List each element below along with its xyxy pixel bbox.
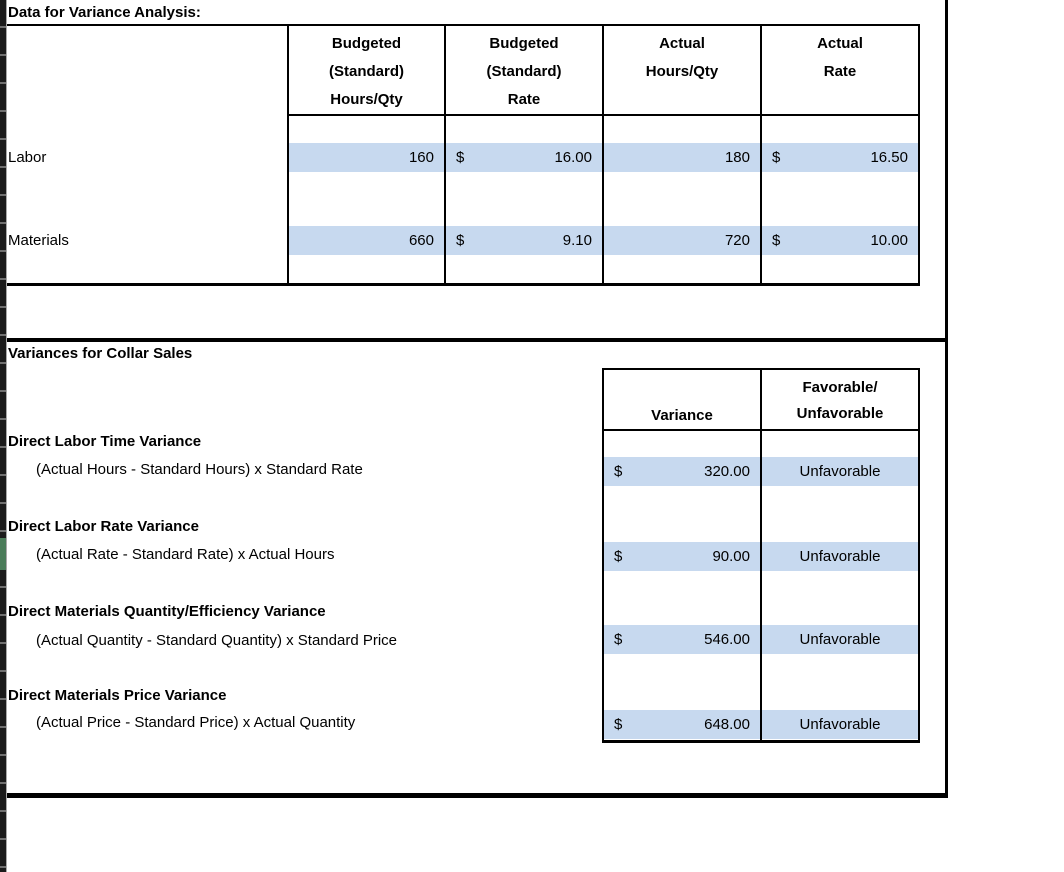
variance-item-formula[interactable]: (Actual Hours - Standard Hours) x Standa… xyxy=(36,461,363,478)
budgeted-rate-header[interactable]: Budgeted (Standard) Rate xyxy=(486,35,562,108)
variance-column-header[interactable]: Variance xyxy=(651,407,713,424)
labor-budgeted-qty-cell[interactable]: 160 xyxy=(289,143,444,172)
labor-time-variance-status-cell[interactable]: Unfavorable xyxy=(762,457,918,486)
variance-item-formula[interactable]: (Actual Price - Standard Price) x Actual… xyxy=(36,714,356,731)
header-bottom-border xyxy=(604,429,918,431)
labor-actual-rate-cell[interactable]: $ 16.50 xyxy=(762,143,918,172)
materials-price-variance-amount-cell[interactable]: $ 648.00 xyxy=(604,710,760,739)
title-underline xyxy=(7,24,920,26)
labor-rate-variance-amount-cell[interactable]: $ 90.00 xyxy=(604,542,760,571)
column-border xyxy=(760,370,762,740)
currency-symbol: $ xyxy=(614,716,623,733)
variance-item-formula[interactable]: (Actual Quantity - Standard Quantity) x … xyxy=(36,632,398,649)
amount: 16.00 xyxy=(554,149,592,166)
currency-symbol: $ xyxy=(614,548,623,565)
materials-qty-variance-status-cell[interactable]: Unfavorable xyxy=(762,625,918,654)
variance-item-name[interactable]: Direct Materials Price Variance xyxy=(8,687,227,704)
variance-item-name[interactable]: Direct Materials Quantity/Efficiency Var… xyxy=(8,603,326,620)
labor-rate-variance-status-cell[interactable]: Unfavorable xyxy=(762,542,918,571)
materials-budgeted-qty-cell[interactable]: 660 xyxy=(289,226,444,255)
amount: 9.10 xyxy=(562,232,592,249)
currency-symbol: $ xyxy=(614,463,623,480)
row-label-labor[interactable]: Labor xyxy=(8,149,47,166)
budgeted-hours-header[interactable]: Budgeted (Standard) Hours/Qty xyxy=(329,35,404,108)
print-area-right-border xyxy=(945,0,948,798)
materials-budgeted-rate-cell[interactable]: $ 9.10 xyxy=(446,226,602,255)
row-label-materials[interactable]: Materials xyxy=(8,232,69,249)
amount: 90.00 xyxy=(712,548,750,565)
variance-item-name[interactable]: Direct Labor Time Variance xyxy=(8,433,202,450)
materials-actual-qty-cell[interactable]: 720 xyxy=(604,226,760,255)
data-table: Budgeted (Standard) Hours/Qty Budgeted (… xyxy=(287,26,920,283)
currency-symbol: $ xyxy=(456,232,465,249)
row-header-edge xyxy=(0,0,7,872)
data-table-bottom-line xyxy=(7,283,920,286)
actual-hours-header[interactable]: Actual Hours/Qty xyxy=(645,35,719,80)
currency-symbol: $ xyxy=(614,631,623,648)
materials-actual-rate-cell[interactable]: $ 10.00 xyxy=(762,226,918,255)
amount: 16.50 xyxy=(870,149,908,166)
header-bottom-border xyxy=(289,114,918,116)
data-section-title[interactable]: Data for Variance Analysis: xyxy=(8,4,201,21)
amount: 320.00 xyxy=(704,463,750,480)
labor-budgeted-rate-cell[interactable]: $ 16.00 xyxy=(446,143,602,172)
materials-price-variance-status-cell[interactable]: Unfavorable xyxy=(762,710,918,739)
variance-table: Variance Favorable/ Unfavorable $ 320.00… xyxy=(602,368,920,743)
actual-rate-header[interactable]: Actual Rate xyxy=(817,35,863,80)
labor-actual-qty-cell[interactable]: 180 xyxy=(604,143,760,172)
print-area-bottom-border xyxy=(7,793,948,798)
amount: 10.00 xyxy=(870,232,908,249)
currency-symbol: $ xyxy=(772,232,781,249)
selected-row-indicator xyxy=(0,538,6,570)
column-border xyxy=(444,26,446,283)
variance-section-title[interactable]: Variances for Collar Sales xyxy=(8,345,193,362)
variance-item-formula[interactable]: (Actual Rate - Standard Rate) x Actual H… xyxy=(36,546,335,563)
favorable-column-header[interactable]: Favorable/ Unfavorable xyxy=(796,379,884,422)
currency-symbol: $ xyxy=(772,149,781,166)
section-divider-line xyxy=(7,338,945,342)
column-border xyxy=(602,26,604,283)
currency-symbol: $ xyxy=(456,149,465,166)
column-border xyxy=(760,26,762,283)
amount: 546.00 xyxy=(704,631,750,648)
labor-time-variance-amount-cell[interactable]: $ 320.00 xyxy=(604,457,760,486)
variance-item-name[interactable]: Direct Labor Rate Variance xyxy=(8,518,199,535)
materials-qty-variance-amount-cell[interactable]: $ 546.00 xyxy=(604,625,760,654)
amount: 648.00 xyxy=(704,716,750,733)
